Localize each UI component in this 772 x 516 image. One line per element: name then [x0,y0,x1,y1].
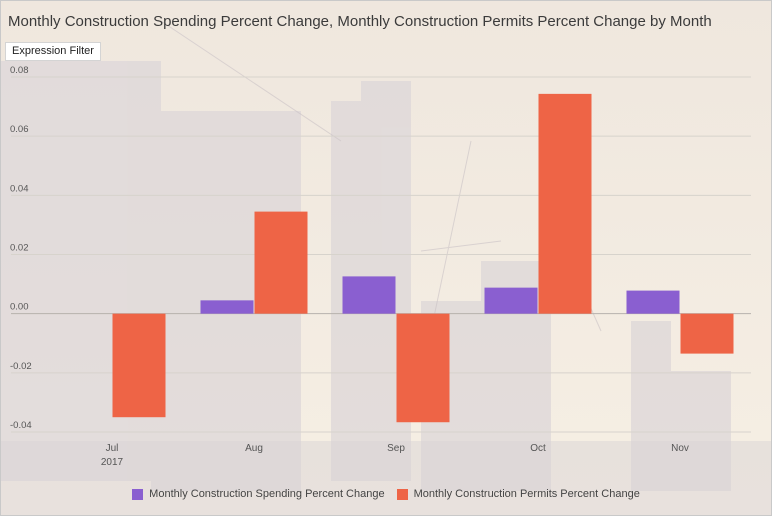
bar-spending-oct [484,287,538,314]
y-tick-label: 0.08 [10,65,29,76]
bar-permits-oct [538,93,592,314]
legend-label-spending: Monthly Construction Spending Percent Ch… [149,488,385,500]
y-tick-label: 0.06 [10,124,29,135]
bar-spending-nov [626,290,680,314]
bar-permits-nov [680,313,734,354]
bar-permits-aug [254,211,308,314]
x-tick-label: Jul [106,443,119,454]
legend-label-permits: Monthly Construction Permits Percent Cha… [413,488,640,500]
x-tick-label: Aug [245,443,263,454]
legend-swatch-permits [396,488,408,500]
legend-item-spending[interactable]: Monthly Construction Spending Percent Ch… [132,488,385,500]
y-tick-label: 0.00 [10,302,29,313]
legend: Monthly Construction Spending Percent Ch… [1,488,771,500]
bar-permits-jul [112,313,166,418]
y-tick-label: -0.02 [10,361,32,372]
x-year-label: 2017 [101,457,124,468]
bar-spending-sep [342,276,396,314]
bar-permits-sep [396,313,450,423]
legend-item-permits[interactable]: Monthly Construction Permits Percent Cha… [396,488,640,500]
x-tick-label: Nov [671,443,689,454]
x-tick-label: Sep [387,443,405,454]
expression-filter-button[interactable]: Expression Filter [5,42,101,61]
y-tick-label: -0.04 [10,420,32,431]
legend-swatch-spending [132,488,144,500]
bar-spending-aug [200,300,254,314]
chart-title: Monthly Construction Spending Percent Ch… [8,13,712,30]
y-tick-label: 0.04 [10,183,29,194]
y-tick-label: 0.02 [10,243,29,254]
x-tick-label: Oct [530,443,546,454]
